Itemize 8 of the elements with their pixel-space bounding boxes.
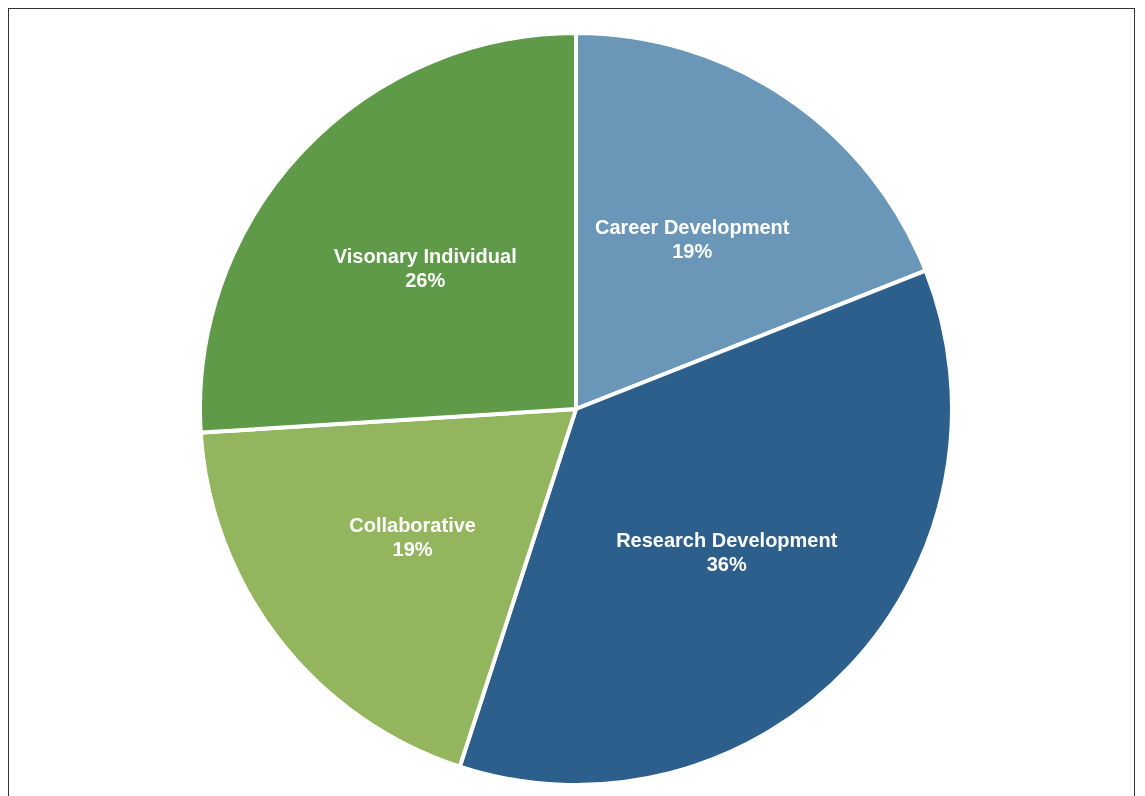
slice-label: Collaborative <box>349 513 476 536</box>
slice-label: Research Development <box>616 528 838 551</box>
slice-label: Career Development <box>594 215 790 238</box>
slice-label: Visonary Individual <box>333 245 517 268</box>
data-label: 19% <box>392 537 433 560</box>
data-label: 36% <box>706 552 747 575</box>
data-label: 19% <box>672 239 713 262</box>
data-label: 26% <box>405 269 446 292</box>
